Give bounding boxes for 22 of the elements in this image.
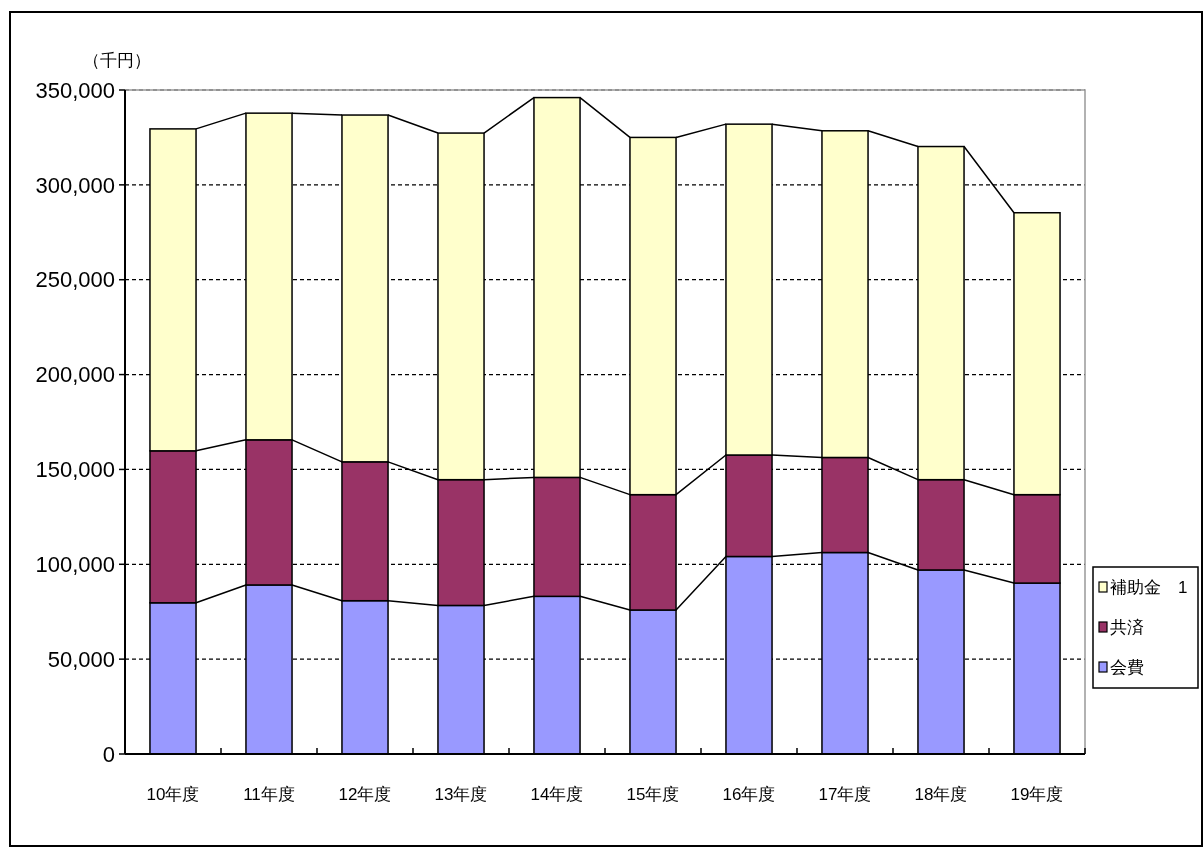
x-tick-label: 11年度 xyxy=(243,785,295,804)
x-tick-label: 14年度 xyxy=(530,785,584,804)
y-tick-label: 0 xyxy=(102,741,115,767)
legend-label: 共済 xyxy=(1110,617,1144,637)
y-axis-title: （千円） xyxy=(83,51,151,70)
y-tick-label: 50,000 xyxy=(47,646,115,672)
x-tick-label: 13年度 xyxy=(434,785,488,804)
x-tick-label: 18年度 xyxy=(914,785,968,804)
y-tick-label: 350,000 xyxy=(35,77,115,103)
x-tick-label: 16年度 xyxy=(722,785,776,804)
y-tick-label: 100,000 xyxy=(35,551,115,577)
legend-label: 補助金 1 xyxy=(1110,577,1188,597)
y-tick-label: 200,000 xyxy=(35,362,115,388)
x-tick-label: 10年度 xyxy=(146,785,200,804)
x-tick-label: 15年度 xyxy=(626,785,680,804)
x-tick-label: 17年度 xyxy=(818,785,872,804)
x-tick-label: 19年度 xyxy=(1010,785,1064,804)
y-tick-label: 300,000 xyxy=(35,172,115,198)
y-tick-label: 150,000 xyxy=(35,457,115,483)
y-tick-label: 250,000 xyxy=(35,267,115,293)
x-tick-label: 12年度 xyxy=(338,785,392,804)
legend-label: 会費 xyxy=(1110,657,1144,677)
